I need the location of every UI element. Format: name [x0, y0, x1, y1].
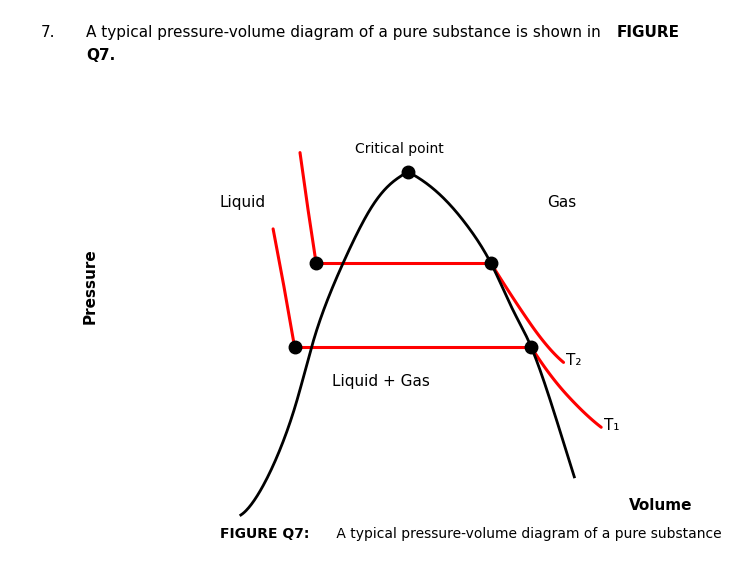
Text: Volume: Volume [629, 498, 692, 513]
Text: T₁: T₁ [604, 418, 619, 433]
Text: FIGURE: FIGURE [616, 25, 679, 40]
Text: FIGURE Q7:: FIGURE Q7: [220, 527, 310, 541]
Text: Gas: Gas [548, 195, 577, 210]
Text: Critical point: Critical point [355, 142, 444, 157]
Text: Q7.: Q7. [86, 48, 115, 63]
Text: A typical pressure-volume diagram of a pure substance: A typical pressure-volume diagram of a p… [332, 527, 722, 541]
Text: T₂: T₂ [566, 353, 582, 368]
Text: A typical pressure-volume diagram of a pure substance is shown in: A typical pressure-volume diagram of a p… [86, 25, 606, 40]
Text: Liquid + Gas: Liquid + Gas [332, 374, 430, 389]
Text: 7.: 7. [41, 25, 55, 40]
Text: Liquid: Liquid [220, 195, 265, 210]
Text: Pressure: Pressure [83, 248, 98, 324]
